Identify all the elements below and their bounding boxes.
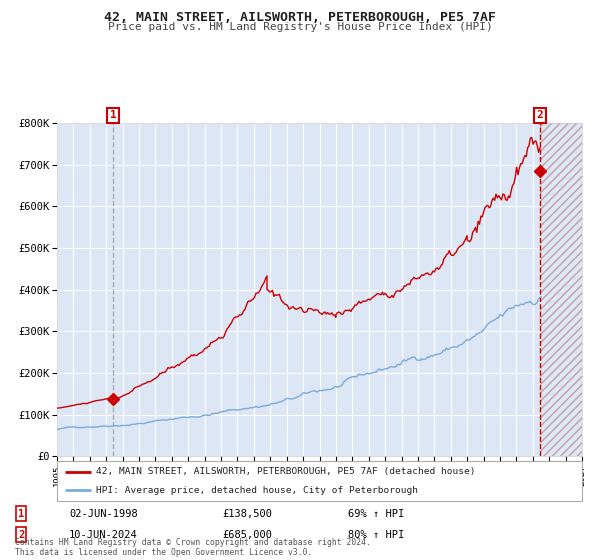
- Text: 02-JUN-1998: 02-JUN-1998: [69, 508, 138, 519]
- Text: HPI: Average price, detached house, City of Peterborough: HPI: Average price, detached house, City…: [97, 486, 418, 495]
- Text: 80% ↑ HPI: 80% ↑ HPI: [348, 530, 404, 540]
- Text: Price paid vs. HM Land Registry's House Price Index (HPI): Price paid vs. HM Land Registry's House …: [107, 22, 493, 32]
- Text: 10-JUN-2024: 10-JUN-2024: [69, 530, 138, 540]
- Bar: [540, 123, 582, 456]
- Text: Contains HM Land Registry data © Crown copyright and database right 2024.
This d: Contains HM Land Registry data © Crown c…: [15, 538, 371, 557]
- Text: 69% ↑ HPI: 69% ↑ HPI: [348, 508, 404, 519]
- Text: 42, MAIN STREET, AILSWORTH, PETERBOROUGH, PE5 7AF: 42, MAIN STREET, AILSWORTH, PETERBOROUGH…: [104, 11, 496, 24]
- Text: 1: 1: [18, 508, 24, 519]
- Text: 42, MAIN STREET, AILSWORTH, PETERBOROUGH, PE5 7AF (detached house): 42, MAIN STREET, AILSWORTH, PETERBOROUGH…: [97, 467, 476, 476]
- Text: 2: 2: [536, 110, 544, 120]
- Text: 1: 1: [110, 110, 116, 120]
- Text: £685,000: £685,000: [222, 530, 272, 540]
- Text: 2: 2: [18, 530, 24, 540]
- Text: £138,500: £138,500: [222, 508, 272, 519]
